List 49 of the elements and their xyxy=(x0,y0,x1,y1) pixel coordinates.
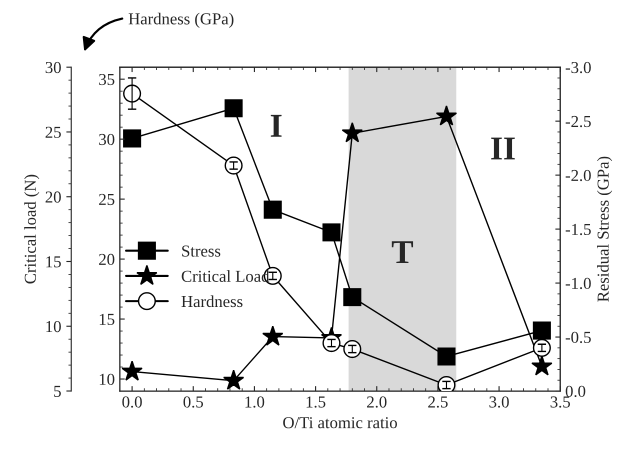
y-axis-title: Critical load (N) xyxy=(24,174,40,284)
point xyxy=(264,200,282,219)
y2-tick-label: -2.0 xyxy=(566,170,591,182)
y3-tick-label: 25 xyxy=(99,194,114,206)
y-tick-label: 5 xyxy=(54,386,61,397)
point xyxy=(436,105,458,126)
point xyxy=(262,326,284,346)
x-tick-label: 0.0 xyxy=(122,396,142,408)
legend-label: Stress xyxy=(182,245,220,257)
y3-tick-label: 30 xyxy=(99,134,114,146)
point xyxy=(342,122,363,142)
point xyxy=(343,288,362,306)
y-tick-label: 25 xyxy=(46,126,61,138)
y3-tick-label: 35 xyxy=(99,74,114,86)
y-tick-label: 20 xyxy=(46,191,61,203)
point xyxy=(322,223,341,242)
y2-tick-label: -1.0 xyxy=(566,278,591,290)
y2-tick-label: -2.5 xyxy=(566,116,591,128)
y3-axis-title: Hardness (GPa) xyxy=(128,12,234,28)
point xyxy=(224,99,243,118)
band-label: T xyxy=(392,241,414,264)
x-axis-title: O/Ti atomic ratio xyxy=(283,417,397,428)
point xyxy=(122,360,143,381)
y-tick-label: 15 xyxy=(46,256,61,268)
point xyxy=(123,129,142,148)
y3-tick-label: 10 xyxy=(100,374,114,385)
x-tick-label: 1.5 xyxy=(306,396,326,408)
x-tick-label: 3.5 xyxy=(550,396,570,408)
y2-axis-title: Residual Stress (GPa) xyxy=(597,156,612,302)
y2-tick-label: -1.5 xyxy=(566,224,591,236)
y2-tick-label: -3.0 xyxy=(566,62,591,74)
y2-tick-label: 0.0 xyxy=(566,386,586,398)
y-tick-label: 10 xyxy=(46,320,61,332)
x-tick-label: 3.0 xyxy=(489,396,509,408)
x-tick-label: 0.5 xyxy=(183,396,204,408)
x-tick-label: 1.0 xyxy=(245,396,264,408)
point xyxy=(223,370,244,390)
annotation: II xyxy=(491,138,515,160)
x-tick-label: 2.0 xyxy=(367,396,387,408)
point xyxy=(532,322,551,340)
annotation: I xyxy=(270,114,282,137)
legend-label: Hardness xyxy=(182,295,242,308)
y3-tick-label: 15 xyxy=(100,314,114,326)
y3-tick-label: 20 xyxy=(99,254,114,266)
y-tick-label: 30 xyxy=(46,62,61,74)
x-tick-label: 2.5 xyxy=(428,396,448,408)
y2-tick-label: -0.5 xyxy=(566,332,591,344)
point xyxy=(531,355,552,376)
point xyxy=(437,347,456,366)
